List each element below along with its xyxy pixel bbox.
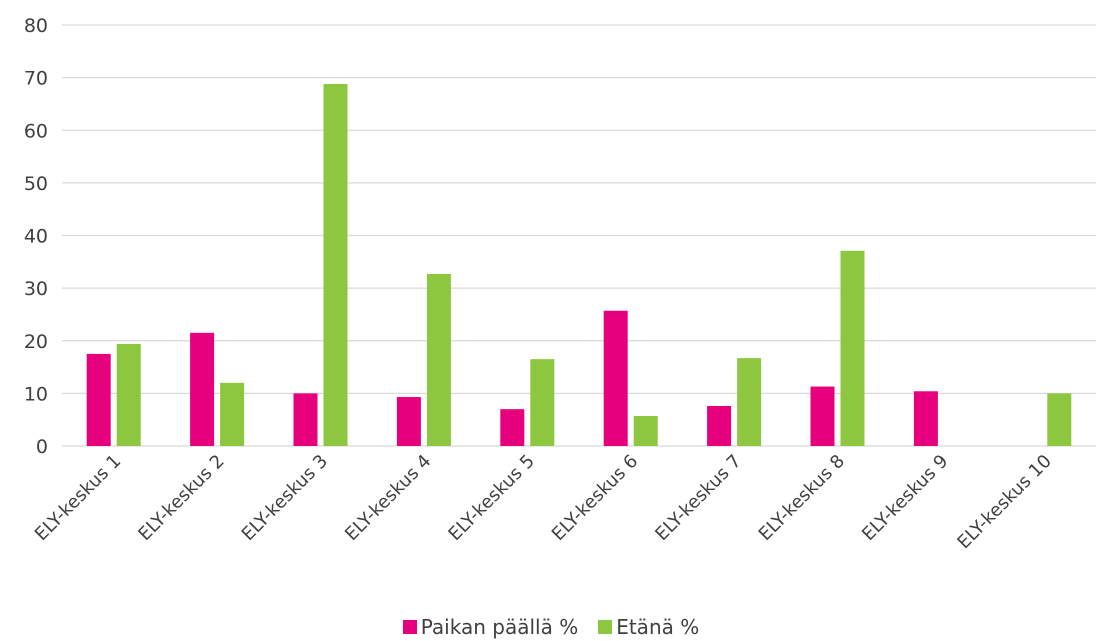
y-tick-label: 0 [36,436,48,458]
legend-label-series-2: Etänä % [616,615,699,639]
bar-series-2-category-4 [427,274,451,446]
y-tick-label: 60 [24,120,48,142]
legend-swatch-series-1 [403,620,417,634]
legend-item-series-2: Etänä % [598,615,699,639]
y-tick-label: 70 [24,68,48,90]
bar-series-1-category-2 [190,333,214,446]
x-category-label: ELY-keskus 8 [755,451,849,545]
y-tick-label: 80 [24,15,48,37]
legend-item-series-1: Paikan päällä % [403,615,578,639]
y-tick-label: 50 [24,173,48,195]
y-tick-label: 30 [24,278,48,300]
bar-series-2-category-7 [737,358,761,446]
bar-series-1-category-4 [397,397,421,446]
x-category-label: ELY-keskus 6 [548,451,642,545]
bar-series-1-category-8 [811,387,835,446]
x-category-label: ELY-keskus 2 [134,451,228,545]
bar-series-1-category-1 [87,354,111,446]
bar-series-1-category-3 [294,393,318,446]
x-category-label: ELY-keskus 10 [953,451,1055,553]
bar-series-2-category-5 [530,359,554,446]
x-category-label: ELY-keskus 9 [858,451,952,545]
bar-series-1-category-5 [500,409,524,446]
x-category-label: ELY-keskus 4 [341,451,435,545]
legend-label-series-1: Paikan päällä % [421,615,578,639]
bar-series-1-category-6 [604,311,628,446]
y-tick-label: 10 [24,383,48,405]
bar-series-2-category-2 [220,383,244,446]
bar-series-2-category-10 [1047,393,1071,446]
y-tick-label: 40 [24,226,48,248]
legend-swatch-series-2 [598,620,612,634]
legend: Paikan päällä % Etänä % [0,615,1102,639]
bar-series-1-category-9 [914,391,938,446]
x-category-label: ELY-keskus 7 [651,451,745,545]
bar-series-2-category-6 [634,416,658,446]
bar-series-2-category-1 [117,344,141,446]
x-category-label: ELY-keskus 1 [31,451,125,545]
bar-series-1-category-7 [707,406,731,446]
x-category-label: ELY-keskus 5 [444,451,538,545]
bar-series-2-category-3 [324,84,348,446]
bar-series-2-category-8 [841,251,865,446]
x-category-label: ELY-keskus 3 [238,451,332,545]
y-tick-label: 20 [24,331,48,353]
